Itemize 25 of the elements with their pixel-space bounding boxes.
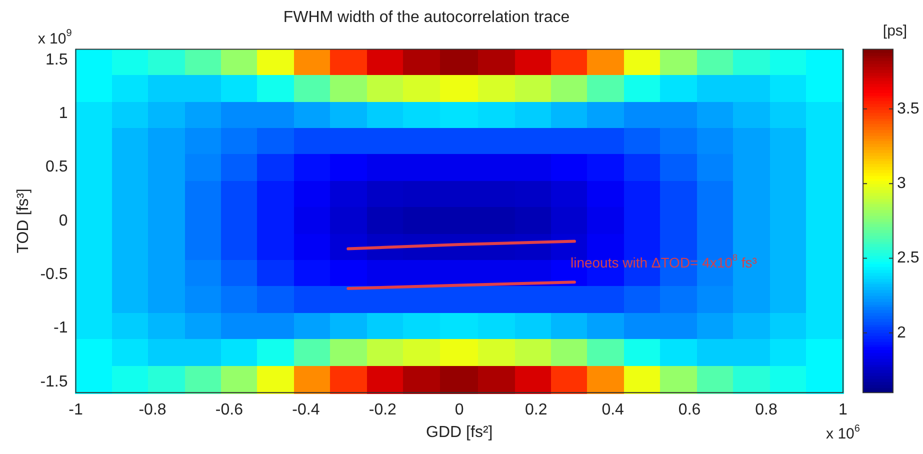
x-tick-label: -0.8 — [138, 402, 166, 419]
x-tick-label: 0.6 — [678, 402, 701, 419]
color-bar-label: 2.5 — [897, 250, 920, 267]
x-tick-label: 0 — [454, 402, 464, 419]
x-axis-title: GDD [fs²] — [426, 424, 493, 441]
color-bar-label: 3 — [897, 174, 906, 192]
y-tick-label: -0.5 — [40, 266, 68, 283]
y-tick-label: 0.5 — [46, 158, 68, 176]
chart-title: FWHM width of the autocorrelation trace — [283, 9, 570, 26]
y-axis-title: TOD [fs³] — [15, 188, 32, 254]
color-bar-label: 3.5 — [897, 100, 920, 118]
x-tick-label: -0.2 — [368, 402, 397, 419]
x-tick-label: 0.2 — [524, 402, 548, 419]
x-tick-label: 0.8 — [755, 402, 778, 419]
x-tick-label: 0.4 — [602, 402, 624, 419]
y-tick-label: 1 — [58, 104, 68, 122]
y-tick-label: -1.5 — [40, 373, 68, 390]
y-tick-label: -1 — [54, 320, 68, 337]
x-tick-label: -0.4 — [292, 402, 320, 419]
x-tick-label: -0.6 — [215, 402, 244, 419]
color-bar-label: 2 — [897, 324, 906, 342]
color-bar-title: [ps] — [882, 22, 908, 40]
y-tick-label: 1.5 — [46, 51, 68, 68]
x-tick-label: 1 — [838, 402, 848, 419]
y-tick-label: 0 — [58, 212, 68, 230]
